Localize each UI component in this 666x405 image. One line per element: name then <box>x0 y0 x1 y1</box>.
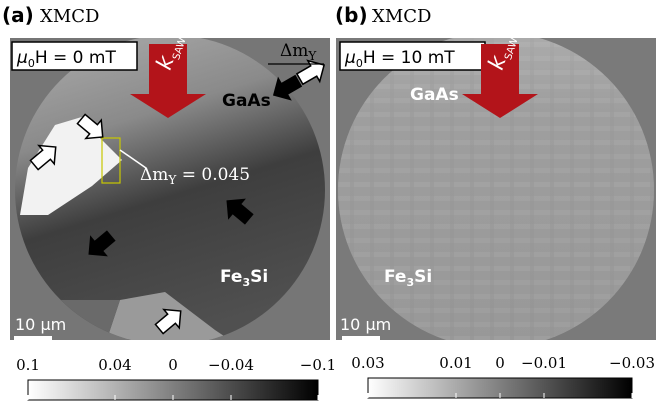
gaas-label: GaAs <box>222 91 271 111</box>
colorbar-tick-label: 0 <box>495 354 505 372</box>
panel-title: XMCD <box>40 6 99 27</box>
scale-bar-label: 10 μm <box>340 315 391 334</box>
panel-label: (a) <box>2 3 34 27</box>
colorbar-tick-label: 0.03 <box>351 354 384 372</box>
dm-value: ΔmY = 0.045 <box>140 165 250 187</box>
colorbar-tick-label: −0.03 <box>609 354 655 372</box>
colorbar-tick-label: −0.04 <box>208 356 254 374</box>
colorbar-tick-label: 0 <box>168 356 178 374</box>
scale-bar-label: 10 μm <box>15 315 66 334</box>
figure: (a) XMCD ΔmY = 0.045 ΔmY μ0H = 0 mT kSAW… <box>0 0 666 405</box>
colorbar-tick-label: 0.01 <box>439 354 472 372</box>
colorbar-tick-label: 0.1 <box>16 356 40 374</box>
colorbar-tick-label: −0.1 <box>300 356 336 374</box>
scale-bar <box>342 336 380 342</box>
panel-label: (b) <box>335 3 368 27</box>
colorbar-tick-label: 0.04 <box>98 356 131 374</box>
gaas-label: GaAs <box>410 85 459 105</box>
colorbar-tick-label: −0.01 <box>521 354 567 372</box>
panel-a: (a) XMCD ΔmY = 0.045 ΔmY μ0H = 0 mT kSAW… <box>2 3 330 400</box>
panel-b: (b) XMCD μ0H = 10 mT kSAW GaAs Fe3Si 10 … <box>335 3 656 398</box>
panel-title: XMCD <box>372 6 431 27</box>
scale-bar <box>14 336 52 342</box>
